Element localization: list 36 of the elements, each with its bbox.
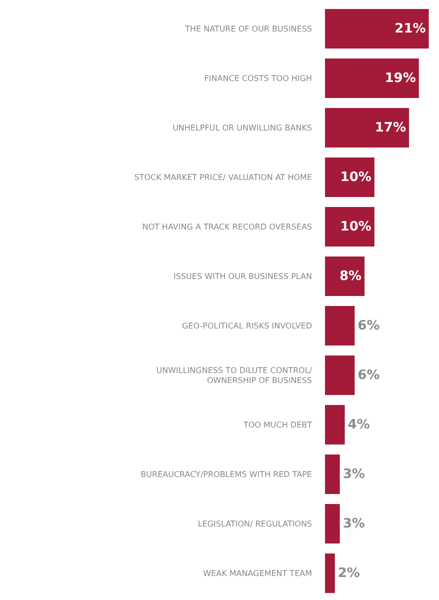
data-label: 3% xyxy=(342,516,365,532)
y-tick-label: NOT HAVING A TRACK RECORD OVERSEAS xyxy=(142,222,312,232)
bar xyxy=(325,355,355,396)
data-label: 21% xyxy=(394,21,426,36)
bar xyxy=(325,454,340,494)
bar xyxy=(325,8,429,49)
bar xyxy=(325,256,365,296)
data-label: 10% xyxy=(340,170,372,185)
data-label: 3% xyxy=(342,466,365,482)
bar xyxy=(325,108,410,148)
data-label: 10% xyxy=(340,219,372,234)
bar xyxy=(325,306,355,346)
y-tick-label: STOCK MARKET PRICE/ VALUATION AT HOME xyxy=(134,173,312,182)
data-label: 8% xyxy=(339,268,362,284)
y-tick-label: GEO-POLITICAL RISKS INVOLVED xyxy=(182,322,312,331)
y-tick-label: FINANCE COSTS TOO HIGH xyxy=(204,74,312,84)
data-label: 2% xyxy=(338,566,360,581)
y-tick-label: LEGISLATION/ REGULATIONS xyxy=(198,520,312,529)
data-label: 17% xyxy=(374,120,406,136)
data-label: 6% xyxy=(358,368,380,383)
y-tick-label: BUREAUCRACY/PROBLEMS WITH RED TAPE xyxy=(140,470,312,480)
data-label: 19% xyxy=(384,70,416,86)
bar xyxy=(325,404,345,445)
bar xyxy=(325,553,335,594)
y-tick-label: UNWILLINGNESS TO DILUTE CONTROL/ OWNERSHIP OF BUSINESS xyxy=(156,366,312,386)
bar xyxy=(325,504,340,544)
bar xyxy=(325,157,374,198)
data-label: 4% xyxy=(348,417,370,432)
bar xyxy=(325,58,419,98)
data-label: 6% xyxy=(358,318,380,334)
y-tick-label: ISSUES WITH OUR BUSINESS PLAN xyxy=(174,272,312,282)
y-tick-label: THE NATURE OF OUR BUSINESS xyxy=(184,24,312,34)
bar xyxy=(325,206,374,247)
y-tick-label: UNHELPFUL OR UNWILLING BANKS xyxy=(172,124,312,133)
y-tick-label: TOO MUCH DEBT xyxy=(242,420,312,430)
y-tick-label: WEAK MANAGEMENT TEAM xyxy=(203,569,312,578)
